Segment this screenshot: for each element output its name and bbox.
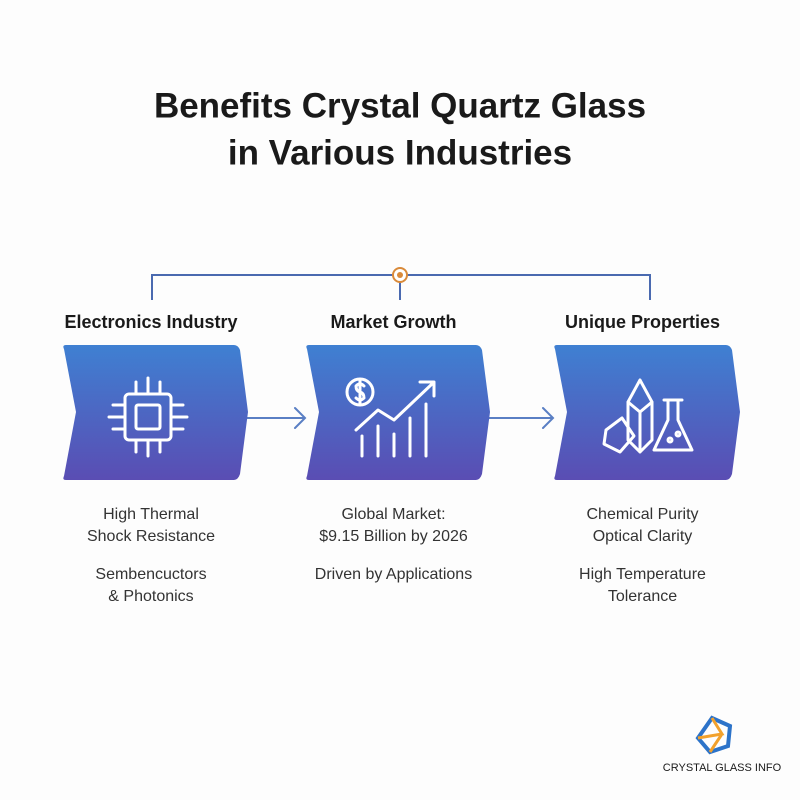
body-line: High Thermal — [103, 506, 199, 523]
title-line: Benefits Crystal Quartz Glass — [154, 86, 646, 125]
chip-icon — [107, 376, 189, 458]
body-line: Sembencuctors — [95, 566, 206, 583]
body-line: $9.15 Billion by 2026 — [319, 528, 468, 545]
body-line: Shock Resistance — [87, 528, 215, 545]
crystal-icon — [602, 378, 694, 454]
title-line: in Various Industries — [228, 133, 572, 172]
body-line: Optical Clarity — [593, 528, 693, 545]
body-line: & Photonics — [108, 588, 193, 605]
column-heading: Unique Properties — [565, 312, 720, 332]
body-line: Chemical Purity — [586, 506, 698, 523]
feature-box — [63, 345, 249, 480]
column-heading: Market Growth — [330, 312, 456, 332]
connector — [151, 267, 651, 300]
logo: CRYSTAL GLASS INFO — [663, 715, 782, 774]
logo-text: CRYSTAL GLASS INFO — [663, 762, 782, 774]
body-line: Tolerance — [608, 588, 677, 605]
flow-arrows — [237, 407, 555, 429]
growth-icon — [345, 377, 436, 458]
feature-box — [306, 345, 490, 480]
column-heading: Electronics Industry — [64, 312, 237, 332]
body-line: Driven by Applications — [315, 566, 472, 583]
feature-box — [554, 345, 740, 480]
body-line: Global Market: — [341, 506, 445, 523]
body-line: High Temperature — [579, 566, 706, 583]
